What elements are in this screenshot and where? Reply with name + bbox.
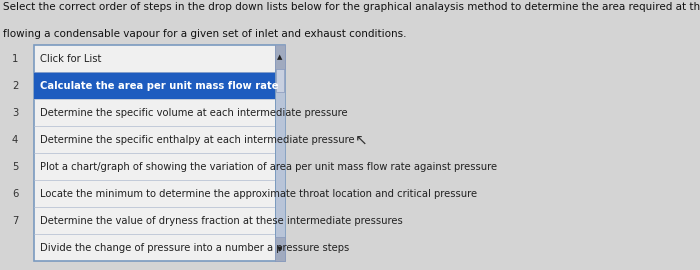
Text: 5: 5 xyxy=(12,162,18,172)
Text: Plot a chart/graph of showing the variation of area per unit mass flow rate agai: Plot a chart/graph of showing the variat… xyxy=(41,162,498,172)
FancyBboxPatch shape xyxy=(275,237,285,261)
Text: Determine the specific volume at each intermediate pressure: Determine the specific volume at each in… xyxy=(41,107,348,118)
Text: 7: 7 xyxy=(12,216,18,226)
Text: Locate the minimum to determine the approximate throat location and critical pre: Locate the minimum to determine the appr… xyxy=(41,189,477,199)
Text: 1: 1 xyxy=(12,53,18,63)
FancyBboxPatch shape xyxy=(275,45,285,261)
Text: Divide the change of pressure into a number a pressure steps: Divide the change of pressure into a num… xyxy=(41,243,349,253)
Text: 4: 4 xyxy=(12,135,18,145)
Text: 3: 3 xyxy=(12,107,18,118)
Text: 2: 2 xyxy=(12,80,18,90)
FancyBboxPatch shape xyxy=(34,72,275,99)
Text: Calculate the area per unit mass flow rate: Calculate the area per unit mass flow ra… xyxy=(41,80,279,90)
Text: Determine the specific enthalpy at each intermediate pressure: Determine the specific enthalpy at each … xyxy=(41,135,355,145)
Text: ▲: ▲ xyxy=(277,54,283,60)
FancyBboxPatch shape xyxy=(276,69,284,92)
FancyBboxPatch shape xyxy=(275,45,285,69)
Text: Click for List: Click for List xyxy=(41,53,102,63)
FancyBboxPatch shape xyxy=(34,45,285,261)
Text: flowing a condensable vapour for a given set of inlet and exhaust conditions.: flowing a condensable vapour for a given… xyxy=(3,29,407,39)
Text: ▼: ▼ xyxy=(277,246,283,252)
Text: 6: 6 xyxy=(12,189,18,199)
Text: Determine the value of dryness fraction at these intermediate pressures: Determine the value of dryness fraction … xyxy=(41,216,403,226)
Text: Select the correct order of steps in the drop down lists below for the graphical: Select the correct order of steps in the… xyxy=(3,2,700,12)
Text: ↖: ↖ xyxy=(356,133,368,148)
